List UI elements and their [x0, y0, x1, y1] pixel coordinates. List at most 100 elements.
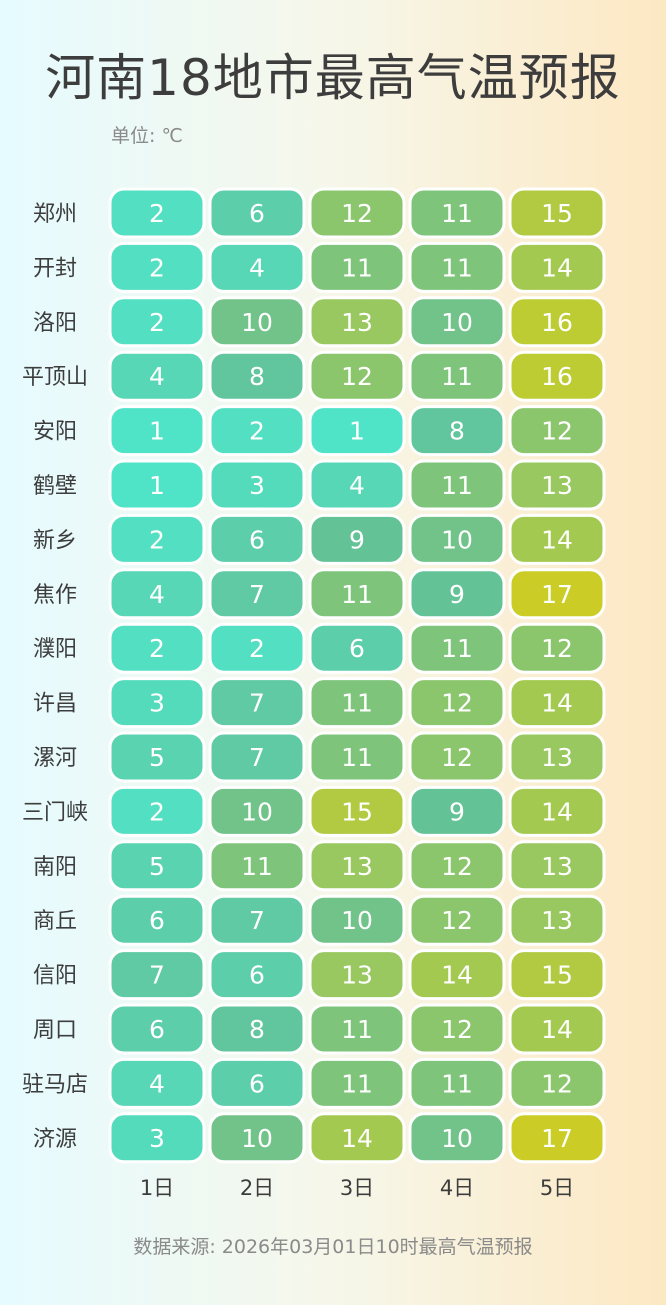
row-label: 济源	[33, 1127, 77, 1152]
cell-value: 15	[341, 797, 373, 826]
cell-value: 13	[541, 852, 573, 881]
cell-value: 4	[249, 253, 265, 282]
heatmap-cell	[308, 296, 406, 348]
heatmap-cell	[108, 731, 206, 783]
heatmap-cell	[308, 731, 406, 783]
cell-value: 12	[341, 362, 373, 391]
heatmap-cell	[308, 894, 406, 946]
cell-value: 13	[341, 308, 373, 337]
heatmap-cell	[508, 513, 606, 565]
heatmap-cell	[408, 513, 506, 565]
cell-value: 16	[541, 362, 573, 391]
heatmap-cell	[508, 405, 606, 457]
cell-value: 2	[249, 417, 265, 446]
cell-value: 3	[249, 471, 265, 500]
cell-value: 6	[349, 634, 365, 663]
heatmap-cell	[208, 622, 306, 674]
heatmap-cell	[208, 459, 306, 511]
heatmap-cell	[208, 840, 306, 892]
heatmap-cell	[308, 1112, 406, 1164]
cell-value: 2	[149, 199, 165, 228]
cell-value: 17	[541, 580, 573, 609]
cell-value: 6	[149, 1015, 165, 1044]
row-label: 新乡	[33, 528, 77, 553]
cell-value: 14	[441, 961, 473, 990]
heatmap-cell	[508, 459, 606, 511]
heatmap-cell	[408, 1057, 506, 1109]
cell-value: 10	[441, 1124, 473, 1153]
cell-value: 2	[149, 525, 165, 554]
cell-value: 16	[541, 308, 573, 337]
heatmap-cell	[308, 405, 406, 457]
cell-value: 10	[341, 906, 373, 935]
cell-value: 11	[441, 471, 473, 500]
heatmap-cell	[108, 949, 206, 1001]
heatmap-cell	[408, 677, 506, 729]
cell-value: 10	[241, 308, 273, 337]
cell-value: 11	[341, 253, 373, 282]
row-label: 周口	[33, 1018, 77, 1043]
cell-value: 1	[149, 471, 165, 500]
x-tick-label: 1日	[140, 1176, 174, 1200]
heatmap-cell	[208, 894, 306, 946]
cell-value: 12	[441, 906, 473, 935]
cell-value: 4	[149, 580, 165, 609]
heatmap-cell	[108, 1112, 206, 1164]
row-label: 濮阳	[33, 637, 77, 662]
cell-value: 13	[341, 852, 373, 881]
cell-value: 10	[441, 308, 473, 337]
heatmap-cell	[308, 949, 406, 1001]
cell-value: 6	[249, 961, 265, 990]
heatmap-cell	[408, 187, 506, 239]
cell-value: 13	[541, 906, 573, 935]
x-tick-label: 2日	[240, 1176, 274, 1200]
heatmap-cell	[508, 677, 606, 729]
heatmap-cell	[208, 677, 306, 729]
cell-value: 1	[349, 417, 365, 446]
heatmap-cell	[408, 568, 506, 620]
cell-value: 11	[441, 362, 473, 391]
row-label: 商丘	[33, 909, 77, 934]
heatmap-cell	[508, 840, 606, 892]
heatmap-cell	[508, 187, 606, 239]
row-label: 郑州	[33, 202, 77, 227]
heatmap-cell	[108, 894, 206, 946]
row-label: 洛阳	[33, 311, 77, 336]
x-tick-label: 3日	[340, 1176, 374, 1200]
heatmap-cell	[408, 459, 506, 511]
cell-value: 7	[249, 580, 265, 609]
cell-value: 13	[541, 743, 573, 772]
heatmap-cell	[108, 568, 206, 620]
cell-value: 11	[241, 852, 273, 881]
row-label: 三门峡	[22, 800, 88, 825]
cell-value: 12	[541, 417, 573, 446]
cell-value: 5	[149, 852, 165, 881]
heatmap-cell	[408, 894, 506, 946]
heatmap-cell	[308, 568, 406, 620]
row-label: 鹤壁	[33, 474, 77, 499]
row-label: 信阳	[33, 964, 77, 989]
cell-value: 7	[249, 906, 265, 935]
heatmap-cell	[108, 187, 206, 239]
cell-value: 7	[249, 743, 265, 772]
cell-value: 1	[149, 417, 165, 446]
heatmap-cell	[308, 187, 406, 239]
heatmap-cell	[408, 622, 506, 674]
cell-value: 2	[149, 634, 165, 663]
heatmap-cell	[108, 622, 206, 674]
heatmap-cell	[308, 1057, 406, 1109]
cell-value: 12	[441, 1015, 473, 1044]
heatmap-cell	[108, 1057, 206, 1109]
heatmap-cell	[208, 405, 306, 457]
heatmap-cell	[208, 949, 306, 1001]
cell-value: 10	[441, 525, 473, 554]
cell-value: 12	[341, 199, 373, 228]
heatmap-cell	[208, 513, 306, 565]
cell-value: 2	[249, 634, 265, 663]
heatmap-cell	[308, 513, 406, 565]
cell-value: 13	[541, 471, 573, 500]
heatmap-cell	[208, 350, 306, 402]
data-source: 数据来源: 2026年03月01日10时最高气温预报	[133, 1236, 533, 1258]
row-label: 许昌	[33, 692, 77, 717]
heatmap-cell	[208, 785, 306, 837]
